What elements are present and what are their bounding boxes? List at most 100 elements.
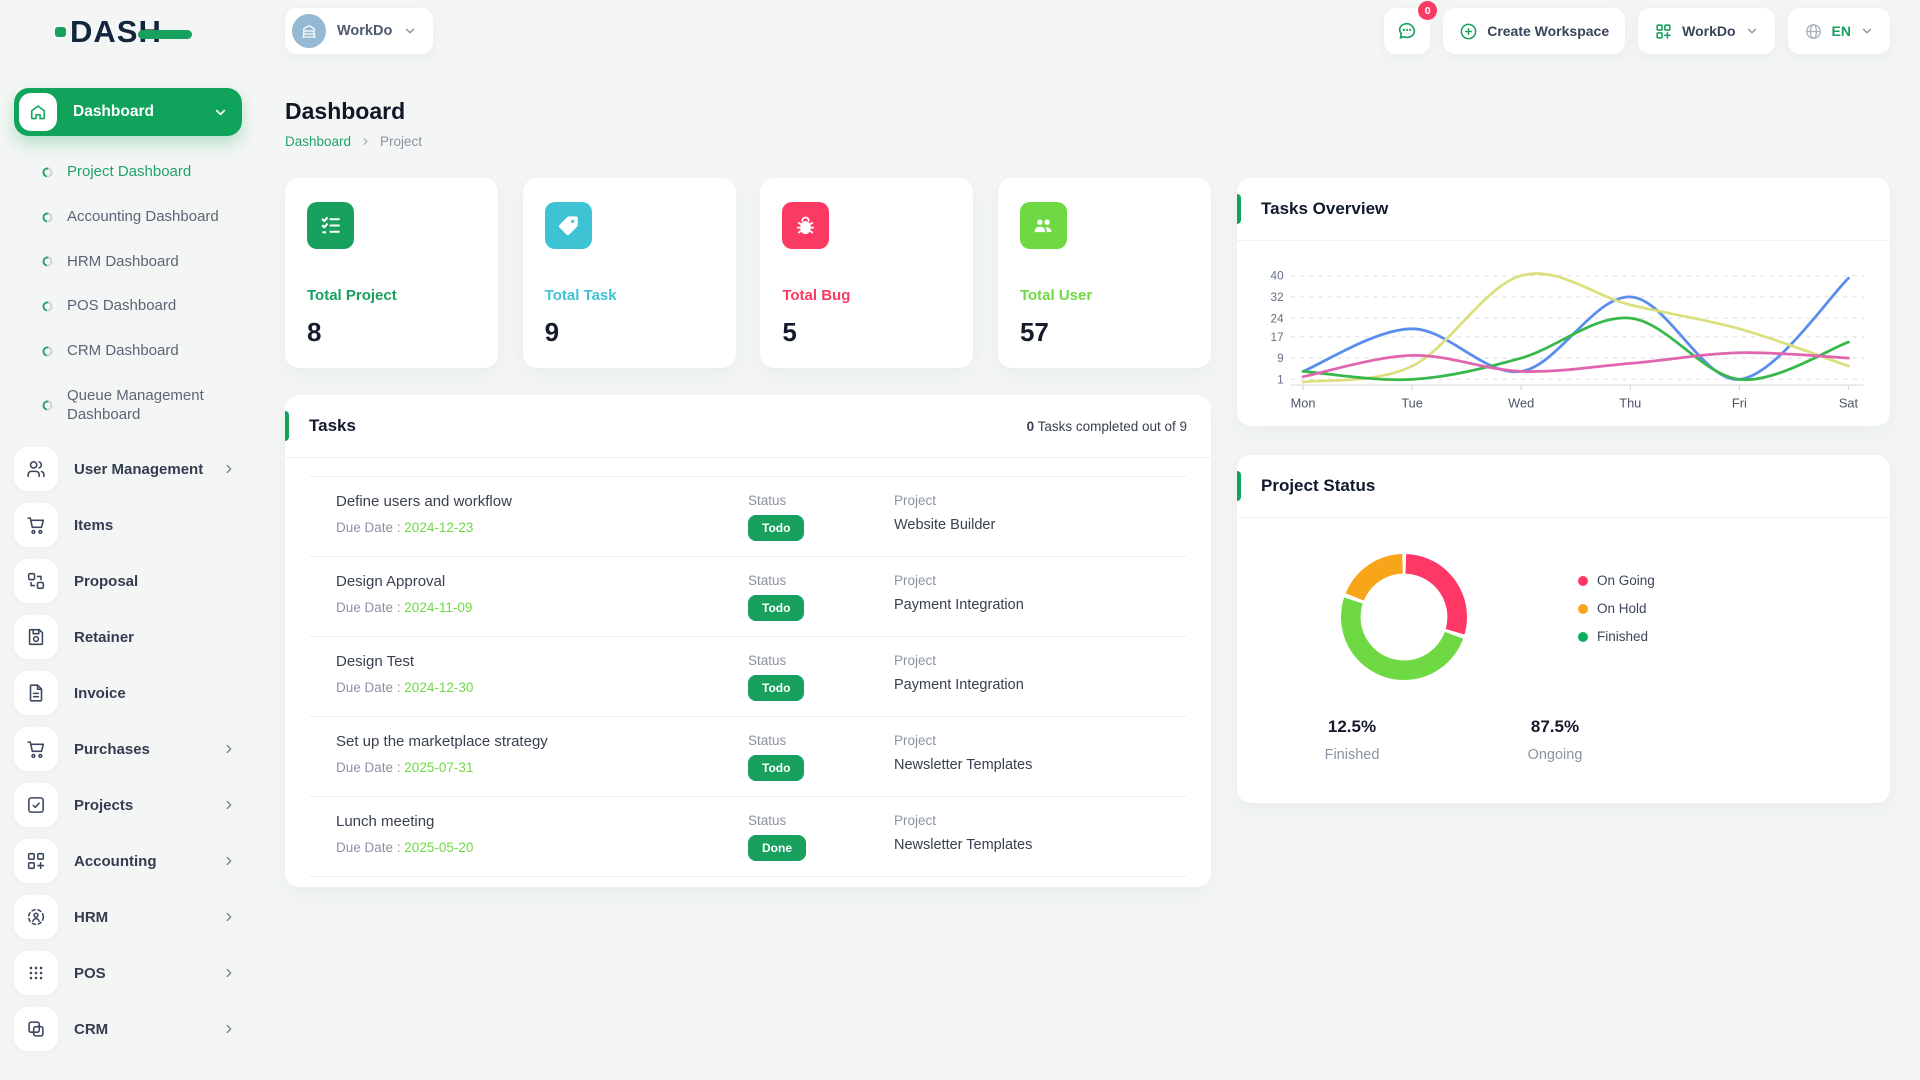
dots-grid-icon [14, 951, 58, 996]
task-status-col: Status Todo [748, 733, 894, 781]
sidebar-item-label: Projects [74, 796, 134, 814]
task-project-name: Payment Integration [894, 597, 1024, 613]
svg-text:Fri: Fri [1732, 396, 1747, 411]
sidebar-item-accounting[interactable]: Accounting [14, 839, 242, 884]
sidebar-subitem-hrm-dashboard[interactable]: HRM Dashboard [14, 240, 242, 285]
donut-segment-on-going [1341, 554, 1467, 680]
globe-icon [1805, 23, 1821, 39]
task-due-date: Due Date : 2024-11-09 [336, 600, 473, 615]
tasks-overview-header: Tasks Overview [1237, 178, 1890, 241]
legend-label: On Hold [1597, 601, 1647, 616]
series-blue [1301, 276, 1850, 381]
sidebar-subitem-label: CRM Dashboard [67, 342, 179, 359]
sidebar-item-projects[interactable]: Projects [14, 783, 242, 828]
task-main: Design Approval Due Date : 2024-11-09 [336, 573, 748, 621]
sidebar-item-proposal[interactable]: Proposal [14, 559, 242, 604]
sidebar-item-hrm[interactable]: HRM [14, 895, 242, 940]
chevron-right-icon [222, 798, 236, 812]
sidebar-subitem-queue-management-dashboard[interactable]: Queue Management Dashboard [14, 374, 242, 438]
tasks-overview-title: Tasks Overview [1261, 199, 1389, 218]
task-main: Define users and workflow Due Date : 202… [336, 493, 748, 541]
project-status-donut-chart [1334, 547, 1474, 687]
task-status-badge: Todo [748, 515, 805, 541]
sidebar-item-retainer[interactable]: Retainer [14, 615, 242, 660]
sidebar-item-crm[interactable]: CRM [14, 1007, 242, 1052]
task-status-col: Status Done [748, 813, 894, 861]
task-project-col: Project Newsletter Templates [894, 733, 1187, 781]
status-column-label: Status [748, 813, 787, 828]
breadcrumb-current: Project [380, 134, 423, 149]
donut-stat-label: Ongoing [1527, 747, 1583, 763]
checklist-icon [307, 202, 354, 249]
messages-count-badge: 0 [1418, 1, 1438, 20]
stat-card-value: 5 [782, 317, 797, 347]
cart-icon [14, 503, 58, 548]
task-row[interactable]: Design Approval Due Date : 2024-11-09 St… [309, 557, 1187, 637]
workdo-menu-button[interactable]: WorkDo [1638, 8, 1775, 54]
sidebar-item-user-management[interactable]: User Management [14, 447, 242, 492]
topbar-actions: 0 Create Workspace WorkDo EN [1384, 1, 1890, 54]
task-name: Lunch meeting [336, 813, 435, 830]
app-logo: DASH [55, 14, 192, 50]
donut-stat-value: 12.5% [1327, 717, 1377, 736]
sidebar-subitem-accounting-dashboard[interactable]: Accounting Dashboard [14, 195, 242, 240]
status-column-label: Status [748, 573, 787, 588]
project-column-label: Project [894, 813, 937, 828]
sidebar-subitem-label: Queue Management Dashboard [67, 386, 204, 423]
status-column-label: Status [748, 653, 787, 668]
sidebar: Dashboard Project Dashboard Accounting D… [14, 88, 242, 1063]
stat-card-label: Total User [1019, 287, 1093, 304]
sidebar-subitem-crm-dashboard[interactable]: CRM Dashboard [14, 329, 242, 374]
status-dot-icon [42, 212, 53, 223]
tasks-card: Tasks 0 Tasks completed out of 9 Define … [285, 395, 1211, 887]
home-icon [19, 93, 57, 131]
task-row[interactable]: Lunch meeting Due Date : 2025-05-20 Stat… [309, 797, 1187, 877]
users-group-icon [1019, 202, 1067, 249]
legend-label: Finished [1597, 629, 1649, 644]
chevron-right-icon [222, 910, 236, 924]
donut-stat-ongoing: 87.5% Ongoing [1475, 717, 1635, 763]
sidebar-item-dashboard[interactable]: Dashboard [14, 88, 242, 136]
breadcrumb-dashboard-link[interactable]: Dashboard [285, 134, 352, 149]
language-selector[interactable]: EN [1787, 8, 1890, 54]
workspace-switcher[interactable]: WorkDo [285, 8, 434, 54]
task-name: Design Approval [336, 573, 446, 590]
task-status-badge: Todo [748, 755, 805, 781]
workspace-name: WorkDo [337, 23, 393, 39]
sidebar-subitem-label: POS Dashboard [67, 297, 177, 315]
stat-card-total-bug: Total Bug 5 [760, 178, 974, 368]
create-workspace-button[interactable]: Create Workspace [1443, 8, 1626, 54]
status-column-label: Status [748, 733, 787, 748]
sidebar-item-pos[interactable]: POS [14, 951, 242, 996]
task-row[interactable]: Set up the marketplace strategy Due Date… [309, 717, 1187, 797]
sidebar-item-invoice[interactable]: Invoice [14, 671, 242, 716]
sidebar-item-label: User Management [74, 460, 204, 478]
sidebar-item-items[interactable]: Items [14, 503, 242, 548]
sidebar-item-label: Retainer [74, 628, 135, 646]
donut-svg [1341, 554, 1467, 680]
stat-card-total-user: Total User 57 [997, 178, 1211, 368]
task-main: Set up the marketplace strategy Due Date… [336, 733, 748, 781]
sidebar-subitem-pos-dashboard[interactable]: POS Dashboard [14, 284, 242, 329]
chevron-right-icon [360, 136, 371, 147]
building-icon [302, 25, 316, 38]
check-square-icon [14, 783, 58, 828]
main-right-column: Tasks Overview 1 9 17 24 32 40 Mon Tue Wed Thu Fri… [1237, 178, 1890, 803]
tag-icon [544, 202, 592, 249]
chevron-right-icon [222, 854, 236, 868]
project-status-title: Project Status [1261, 476, 1376, 495]
task-row[interactable]: Design Test Due Date : 2024-12-30 Status… [309, 637, 1187, 717]
tasks-card-header: Tasks 0 Tasks completed out of 9 [285, 395, 1211, 458]
series-khaki [1301, 272, 1850, 384]
sidebar-item-label: Invoice [74, 684, 126, 702]
sidebar-item-purchases[interactable]: Purchases [14, 727, 242, 772]
task-row[interactable]: Define users and workflow Due Date : 202… [309, 477, 1187, 557]
grid-plus-icon [1656, 23, 1671, 39]
logo-accent-bar [137, 29, 192, 39]
task-name: Define users and workflow [336, 493, 512, 510]
task-name: Set up the marketplace strategy [336, 733, 548, 750]
create-workspace-label: Create Workspace [1487, 23, 1610, 39]
sidebar-subitem-project-dashboard[interactable]: Project Dashboard [14, 150, 242, 195]
svg-text:Sat: Sat [1839, 396, 1859, 411]
messages-button[interactable]: 0 [1384, 1, 1438, 54]
